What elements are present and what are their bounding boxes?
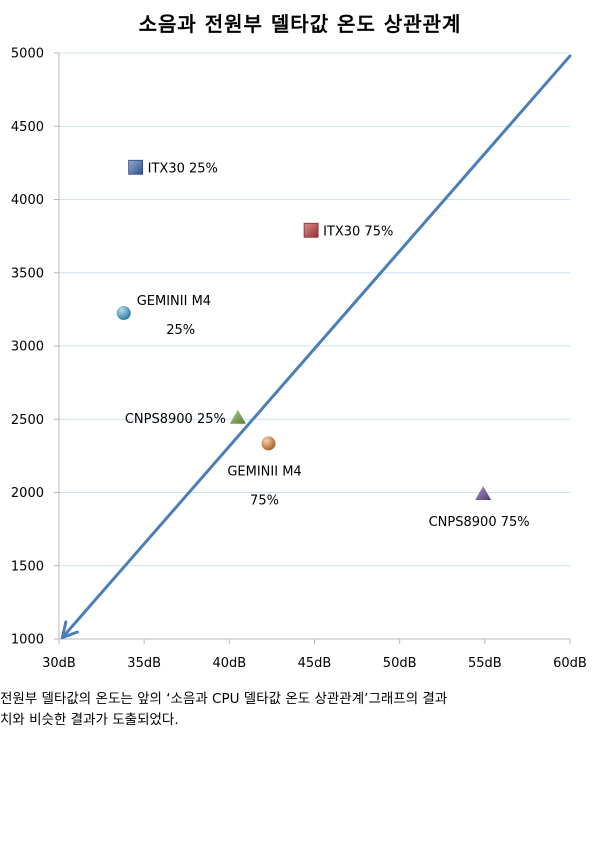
- x-tick-label: 50dB: [383, 656, 417, 671]
- y-tick-label: 1000: [11, 633, 44, 648]
- trend-arrow-head: [60, 620, 79, 640]
- data-point-square: [128, 159, 144, 175]
- trend-arrow: [60, 54, 572, 640]
- x-tick-label: 55dB: [468, 656, 502, 671]
- point-label: CNPS8900 25%: [125, 412, 226, 427]
- axes: 1000 1500 2000 2500 3000 3500 4000 4500 5000 30dB…: [11, 47, 587, 672]
- data-point-triangle: [229, 409, 246, 424]
- point-label: GEMINII M4: [227, 464, 301, 479]
- data-point-square: [303, 222, 319, 238]
- y-tick-label: 3000: [11, 340, 44, 355]
- point-label: ITX30 25%: [148, 161, 218, 176]
- grid-lines: [59, 52, 570, 567]
- y-tick-label: 2000: [11, 486, 44, 501]
- x-tick-label: 30dB: [42, 656, 76, 671]
- point-labels: ITX30 25% ITX30 75% GEMINII M4 25% CNPS8900 …: [125, 161, 530, 530]
- point-label: CNPS8900 75%: [429, 515, 530, 530]
- y-tick-label: 5000: [11, 47, 44, 62]
- x-tick-label: 35dB: [127, 656, 161, 671]
- y-tick-label: 2500: [11, 413, 44, 428]
- x-tick-label: 45dB: [298, 656, 332, 671]
- x-tick-label: 60dB: [553, 656, 587, 671]
- point-label: 75%: [250, 493, 279, 508]
- chart-title: 소음과 전원부 델타값 온도 상관관계: [138, 12, 462, 36]
- data-points: [116, 159, 492, 500]
- trend-arrow-line: [60, 54, 572, 640]
- data-point-circle: [261, 436, 276, 451]
- point-label: ITX30 75%: [323, 224, 393, 239]
- data-point-triangle: [475, 485, 492, 500]
- y-tick-label: 4500: [11, 120, 44, 135]
- y-tick-label: 4000: [11, 193, 44, 208]
- x-tick-label: 40dB: [212, 656, 246, 671]
- caption-line-1: 전원부 델타값의 온도는 앞의 ‘소음과 CPU 델타값 온도 상관관계’그래프…: [0, 691, 448, 707]
- data-point-circle: [116, 306, 131, 321]
- caption-text: 전원부 델타값의 온도는 앞의 ‘소음과 CPU 델타값 온도 상관관계’그래프…: [0, 689, 600, 731]
- point-label: GEMINII M4: [137, 294, 211, 309]
- caption-line-2: 치와 비슷한 결과가 도출되었다.: [0, 712, 179, 728]
- y-tick-label: 3500: [11, 266, 44, 281]
- y-tick-label: 1500: [11, 559, 44, 574]
- scatter-chart: 1000 1500 2000 2500 3000 3500 4000 4500 5000 30dB…: [11, 47, 587, 672]
- point-label: 25%: [166, 323, 195, 338]
